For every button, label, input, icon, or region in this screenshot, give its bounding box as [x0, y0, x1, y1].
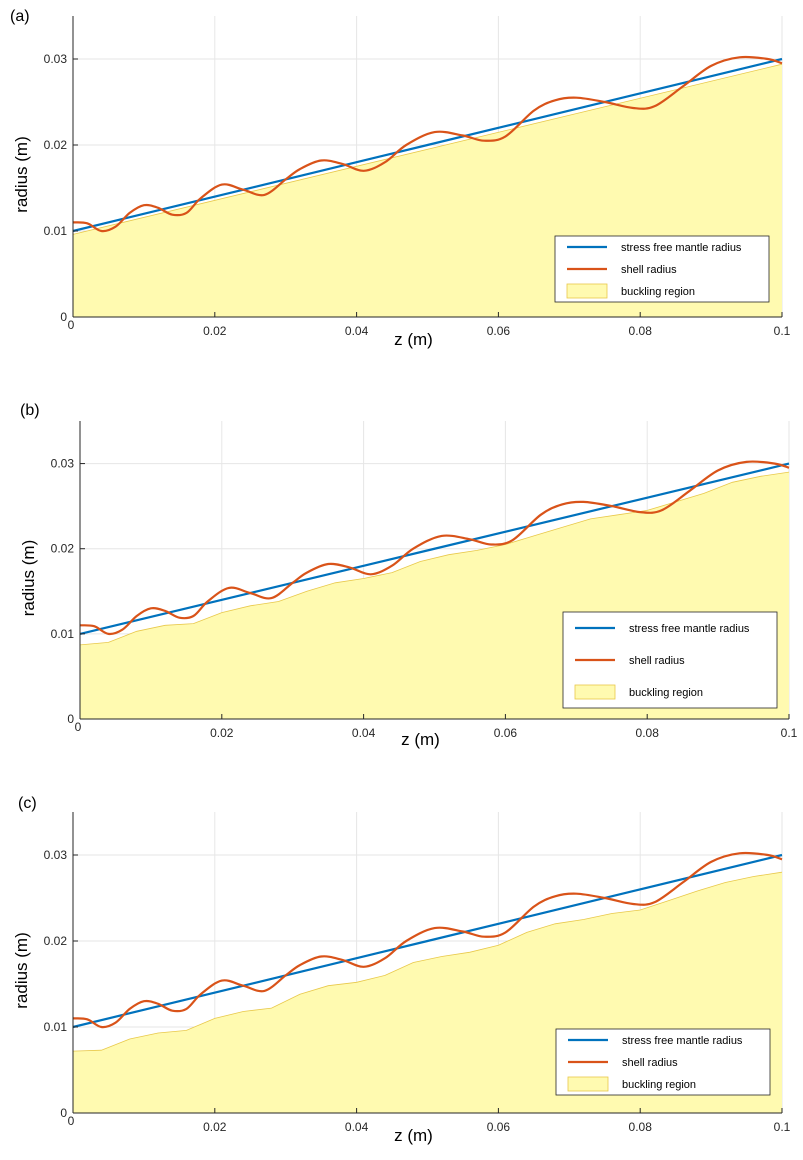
- legend-buckling-label: buckling region: [622, 1079, 696, 1091]
- x-tick-label: 0.06: [494, 726, 518, 740]
- chart-panel-c: 0 0.02 0.04 0.06 0.08 0.1 0 0.01 0.02 0.03 z (m) ra…: [12, 795, 791, 1145]
- mantle-radius-line: [79, 462, 790, 635]
- shell-radius-line: [72, 851, 783, 1029]
- y-axis-label: radius (m): [12, 932, 31, 1009]
- y-tick-label: 0.02: [44, 138, 68, 152]
- x-tick-label: 0: [68, 318, 75, 332]
- x-tick-label: 0.06: [487, 1120, 511, 1134]
- y-axis-label: radius (m): [12, 136, 31, 213]
- legend-swatch-area: [574, 684, 616, 700]
- y-tick-label: 0.01: [44, 1020, 68, 1034]
- x-tick-label: 0.1: [774, 324, 791, 338]
- y-tick-label: 0.03: [51, 457, 75, 471]
- x-tick-label: 0.02: [203, 1120, 227, 1134]
- x-tick-label: 0: [68, 1114, 75, 1128]
- y-tick-label: 0.01: [44, 224, 68, 238]
- chart-panel-b: 0 0.02 0.04 0.06 0.08 0.1 0 0.01 0.02 0.03 z (m) ra…: [19, 402, 798, 749]
- shell-radius-line: [79, 460, 790, 636]
- x-tick-label: 0.04: [345, 324, 369, 338]
- x-tick-label: 0.04: [352, 726, 376, 740]
- legend-shell-label: shell radius: [622, 1057, 678, 1069]
- x-axis-label: z (m): [394, 330, 433, 349]
- legend-swatch-area: [566, 283, 608, 299]
- chart-panel-a: 0 0.02 0.04 0.06 0.08 0.1 0 0.01 0.02 0.03 z (m) ra…: [10, 8, 791, 349]
- legend-mantle-label: stress free mantle radius: [622, 1035, 743, 1047]
- y-tick-label: 0.03: [44, 52, 68, 66]
- panel-label: (b): [20, 402, 40, 419]
- legend-buckling-label: buckling region: [629, 687, 703, 699]
- x-axis-label: z (m): [401, 730, 440, 749]
- x-tick-label: 0.08: [629, 324, 653, 338]
- x-tick-label: 0.1: [774, 1120, 791, 1134]
- x-tick-label: 0.08: [636, 726, 660, 740]
- legend: stress free mantle radius shell radius buc…: [554, 235, 770, 303]
- panel-label: (c): [18, 795, 37, 812]
- x-tick-label: 0.1: [781, 726, 798, 740]
- legend-mantle-label: stress free mantle radius: [629, 623, 750, 635]
- x-tick-label: 0.06: [487, 324, 511, 338]
- y-tick-label: 0.02: [51, 542, 75, 556]
- y-tick-label: 0.02: [44, 934, 68, 948]
- buckling-region-edge: [79, 471, 790, 646]
- legend: stress free mantle radius shell radius buc…: [562, 611, 778, 709]
- panel-label: (a): [10, 8, 30, 25]
- shell-radius-line: [72, 55, 783, 233]
- y-tick-label: 0.03: [44, 848, 68, 862]
- x-tick-label: 0: [75, 720, 82, 734]
- legend-shell-label: shell radius: [621, 264, 677, 276]
- y-axis-label: radius (m): [19, 540, 38, 617]
- legend-shell-label: shell radius: [629, 655, 685, 667]
- x-axis-label: z (m): [394, 1126, 433, 1145]
- x-tick-label: 0.08: [629, 1120, 653, 1134]
- x-tick-label: 0.02: [210, 726, 234, 740]
- legend-swatch-area: [567, 1076, 609, 1092]
- mantle-radius-line: [72, 57, 783, 233]
- legend-buckling-label: buckling region: [621, 286, 695, 298]
- legend: stress free mantle radius shell radius buc…: [555, 1028, 771, 1096]
- x-tick-label: 0.04: [345, 1120, 369, 1134]
- y-tick-label: 0: [67, 712, 74, 726]
- buckling-region-edge: [72, 63, 783, 235]
- mantle-radius-line: [72, 853, 783, 1029]
- buckling-region-edge: [72, 871, 783, 1052]
- y-tick-label: 0.01: [51, 627, 75, 641]
- x-tick-label: 0.02: [203, 324, 227, 338]
- y-tick-label: 0: [60, 1106, 67, 1120]
- legend-mantle-label: stress free mantle radius: [621, 242, 742, 254]
- y-tick-label: 0: [60, 310, 67, 324]
